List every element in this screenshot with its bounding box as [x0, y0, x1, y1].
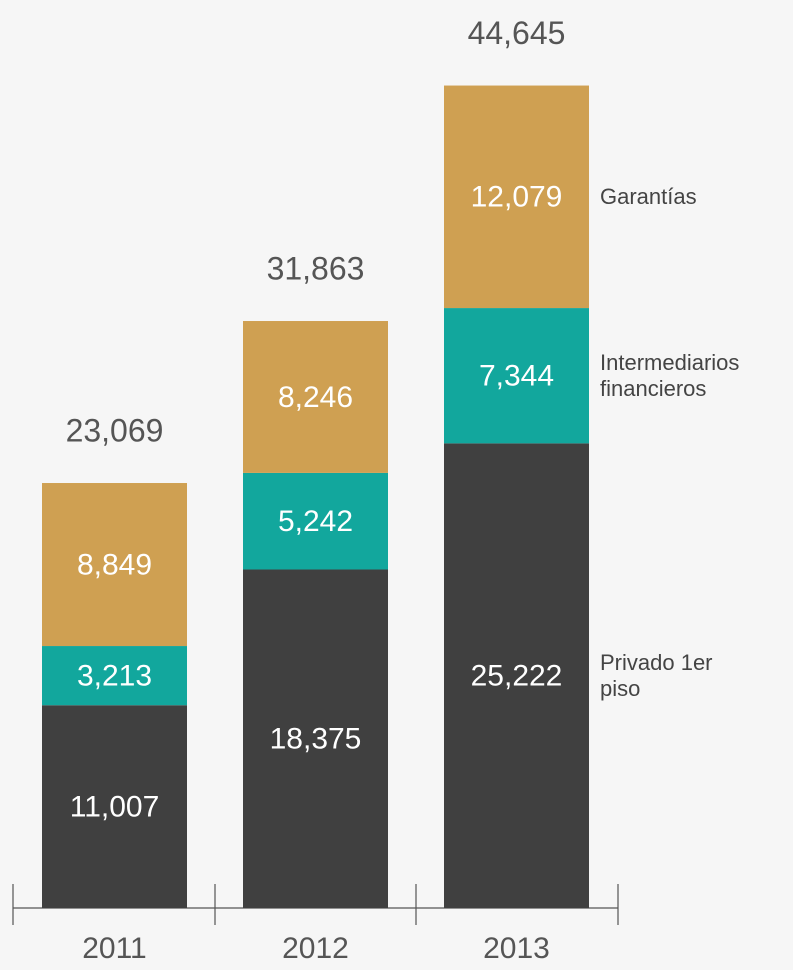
total-label: 44,645: [468, 15, 566, 51]
value-label: 12,079: [471, 181, 563, 214]
bar-segment: [444, 308, 589, 444]
value-label: 11,007: [70, 791, 160, 824]
value-label: 8,849: [77, 548, 152, 581]
bar-segment: [243, 569, 388, 908]
value-label: 3,213: [77, 660, 152, 693]
bar-segment: [42, 705, 187, 908]
legend-label: Intermediarios financieros: [600, 349, 740, 401]
value-label: 25,222: [471, 660, 563, 693]
x-tick-label: 2013: [483, 932, 550, 965]
value-label: 18,375: [270, 723, 362, 756]
value-label: 5,242: [278, 505, 353, 538]
bar-segment: [42, 483, 187, 647]
x-tick-label: 2011: [82, 932, 147, 965]
value-label: 7,344: [479, 360, 554, 393]
value-label: 8,246: [278, 381, 353, 414]
x-tick-label: 2012: [282, 932, 349, 965]
legend-label: Privado 1er piso: [600, 649, 713, 701]
total-label: 23,069: [66, 412, 164, 448]
bar-segment: [444, 85, 589, 309]
bar-segment: [444, 443, 589, 908]
bar-segment: [243, 321, 388, 473]
bar-segment: [243, 472, 388, 570]
bar-segment: [42, 646, 187, 706]
total-label: 31,863: [267, 250, 365, 286]
legend-label: Garantías: [600, 183, 697, 209]
